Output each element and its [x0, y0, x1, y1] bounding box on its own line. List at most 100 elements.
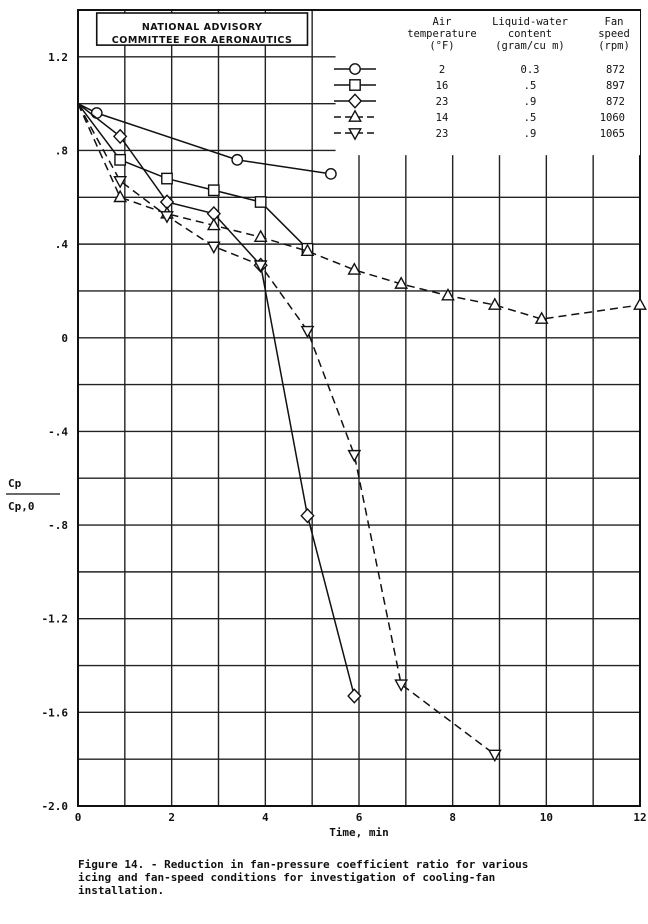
legend-lwc: .9 — [524, 96, 537, 108]
legend-temp: 14 — [436, 112, 449, 124]
legend-header-line: content — [508, 28, 552, 40]
legend-background — [335, 11, 640, 156]
y-tick-label: 0 — [61, 332, 68, 345]
triangle-down-marker — [253, 260, 268, 273]
naca-line-1: NATIONAL ADVISORY — [142, 22, 263, 33]
legend-header-line: Fan — [605, 16, 624, 28]
legend-rpm: 1065 — [600, 128, 625, 140]
triangle-up-marker — [253, 229, 268, 242]
legend-header-fan-speed: Fan speed (rpm) — [598, 16, 630, 52]
x-tick-label: 12 — [633, 811, 646, 824]
legend-row: 23 .9 872 — [334, 93, 625, 109]
legend-lwc: .9 — [524, 128, 537, 140]
triangle-down-marker — [394, 679, 409, 692]
tick-labels: 0 2 4 6 8 10 12 1.2 .8 .4 0 -.4 -.8 -1.2 -1.6 -2.0 — [42, 51, 647, 824]
legend-rpm: 897 — [606, 80, 625, 92]
x-tick-label: 10 — [540, 811, 553, 824]
y-axis-label-denominator: Cp,0 — [8, 500, 35, 513]
legend-rpm: 1060 — [600, 112, 625, 124]
y-axis-label-numerator: Cp — [8, 477, 22, 490]
naca-box-frame — [95, 12, 309, 46]
series-triangle-down — [77, 103, 502, 763]
figure-caption: Figure 14. - Reduction in fan-pressure c… — [78, 858, 529, 897]
legend-row: 14 .5 1060 — [334, 109, 625, 124]
square-marker — [161, 172, 173, 185]
triangle-down-marker — [113, 176, 128, 189]
triangle-down-marker — [348, 128, 362, 141]
series-circle — [77, 102, 337, 180]
legend: Air temperature (°F) Liquid-water content (gr… — [334, 11, 640, 156]
x-tick-label: 8 — [449, 811, 456, 824]
plot-frame — [77, 9, 641, 807]
triangle-down-marker — [160, 211, 174, 224]
legend-row: 16 .5 897 — [334, 79, 625, 92]
triangle-up-marker — [534, 311, 549, 324]
diamond-marker — [347, 688, 362, 704]
y-tick-label: -.4 — [48, 425, 68, 438]
triangle-down-marker — [487, 749, 502, 763]
triangle-up-marker — [487, 297, 502, 310]
series-line — [77, 103, 496, 756]
legend-row: 23 .9 1065 — [334, 128, 625, 141]
x-tick-label: 2 — [168, 811, 175, 824]
y-tick-label: .8 — [55, 144, 68, 157]
triangle-down-marker — [206, 241, 221, 255]
triangle-up-marker — [113, 189, 128, 203]
triangle-up-marker — [206, 217, 221, 231]
series-square — [77, 103, 314, 255]
legend-header-liquid-water: Liquid-water content (gram/cu m) — [492, 16, 568, 52]
series-line — [77, 103, 309, 250]
triangle-down-marker — [300, 325, 315, 339]
axis-titles: Time, min Cp Cp,0 — [6, 477, 389, 839]
legend-header-line: speed — [598, 28, 630, 40]
legend-rpm: 872 — [606, 96, 625, 108]
legend-rpm: 872 — [606, 64, 625, 76]
triangle-up-marker — [394, 276, 409, 289]
triangle-up-marker — [347, 262, 362, 275]
series-line — [77, 102, 332, 175]
naca-line-2: COMMITTEE FOR AERONAUTICS — [112, 35, 293, 46]
legend-temp: 23 — [436, 128, 449, 140]
legend-lwc: .5 — [524, 112, 537, 124]
legend-header-line: (gram/cu m) — [495, 40, 565, 52]
legend-header-line: Air — [433, 16, 452, 28]
circle-marker — [324, 167, 337, 180]
square-marker — [114, 153, 127, 166]
square-marker — [207, 184, 220, 197]
x-axis-label: Time, min — [329, 826, 389, 839]
triangle-up-marker — [348, 109, 362, 122]
legend-header-line: (rpm) — [598, 40, 630, 52]
diamond-marker — [112, 128, 128, 145]
triangle-up-marker — [633, 297, 647, 310]
diamond-marker — [347, 93, 363, 109]
diamond-marker — [300, 507, 315, 524]
x-tick-label: 4 — [262, 811, 269, 824]
x-tick-label: 0 — [75, 811, 82, 824]
x-tick-label: 6 — [356, 811, 363, 824]
legend-lwc: .5 — [524, 80, 537, 92]
triangle-down-marker — [347, 449, 362, 463]
circle-marker — [90, 107, 103, 119]
circle-marker — [231, 153, 244, 166]
circle-marker — [349, 63, 361, 75]
legend-lwc: 0.3 — [521, 64, 540, 76]
y-tick-label: .4 — [55, 238, 69, 251]
naca-box: NATIONAL ADVISORY COMMITTEE FOR AERONAUT… — [95, 12, 309, 46]
legend-temp: 23 — [436, 96, 449, 108]
series-layer — [77, 102, 647, 763]
y-tick-label: -1.6 — [42, 706, 69, 719]
legend-header-line: (°F) — [429, 40, 454, 52]
square-marker — [254, 196, 267, 208]
legend-header-air-temperature: Air temperature (°F) — [407, 16, 477, 52]
square-marker — [349, 79, 361, 91]
legend-temp: 2 — [439, 64, 445, 76]
y-tick-label: -2.0 — [42, 800, 69, 813]
y-tick-label: 1.2 — [48, 51, 68, 64]
legend-header-line: temperature — [407, 28, 477, 40]
legend-header-line: Liquid-water — [492, 16, 568, 28]
legend-temp: 16 — [436, 80, 449, 92]
y-tick-label: -.8 — [48, 519, 68, 532]
y-tick-label: -1.2 — [42, 613, 69, 626]
legend-row: 2 0.3 872 — [334, 63, 625, 76]
